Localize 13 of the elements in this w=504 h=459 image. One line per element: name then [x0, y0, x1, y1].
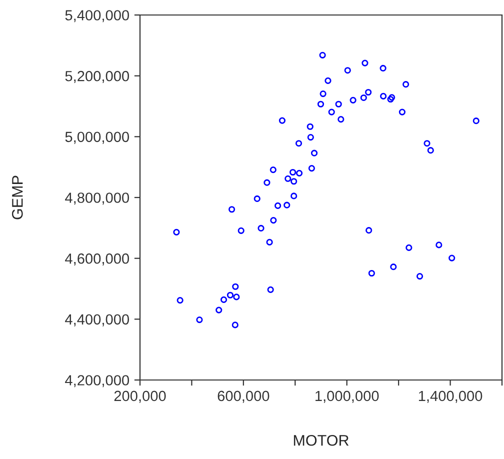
y-tick-label: 4,800,000 — [65, 192, 130, 205]
y-axis-title: GEMP — [12, 176, 23, 220]
y-tick-label: 4,600,000 — [65, 253, 130, 266]
x-tick-label: 1,400,000 — [418, 390, 482, 403]
y-tick-label: 5,400,000 — [65, 10, 130, 22]
x-tick-label: 200,000 — [114, 390, 166, 403]
x-tick-label: 1,000,000 — [316, 390, 379, 403]
y-tick-label: 4,200,000 — [65, 375, 130, 388]
y-tick-label: 5,000,000 — [65, 132, 130, 144]
x-tick-label: 600,000 — [218, 390, 270, 403]
x-axis-title: MOTOR — [294, 434, 349, 446]
y-tick-label: 4,400,000 — [65, 314, 130, 326]
y-tick-label: 5,200,000 — [65, 70, 130, 83]
